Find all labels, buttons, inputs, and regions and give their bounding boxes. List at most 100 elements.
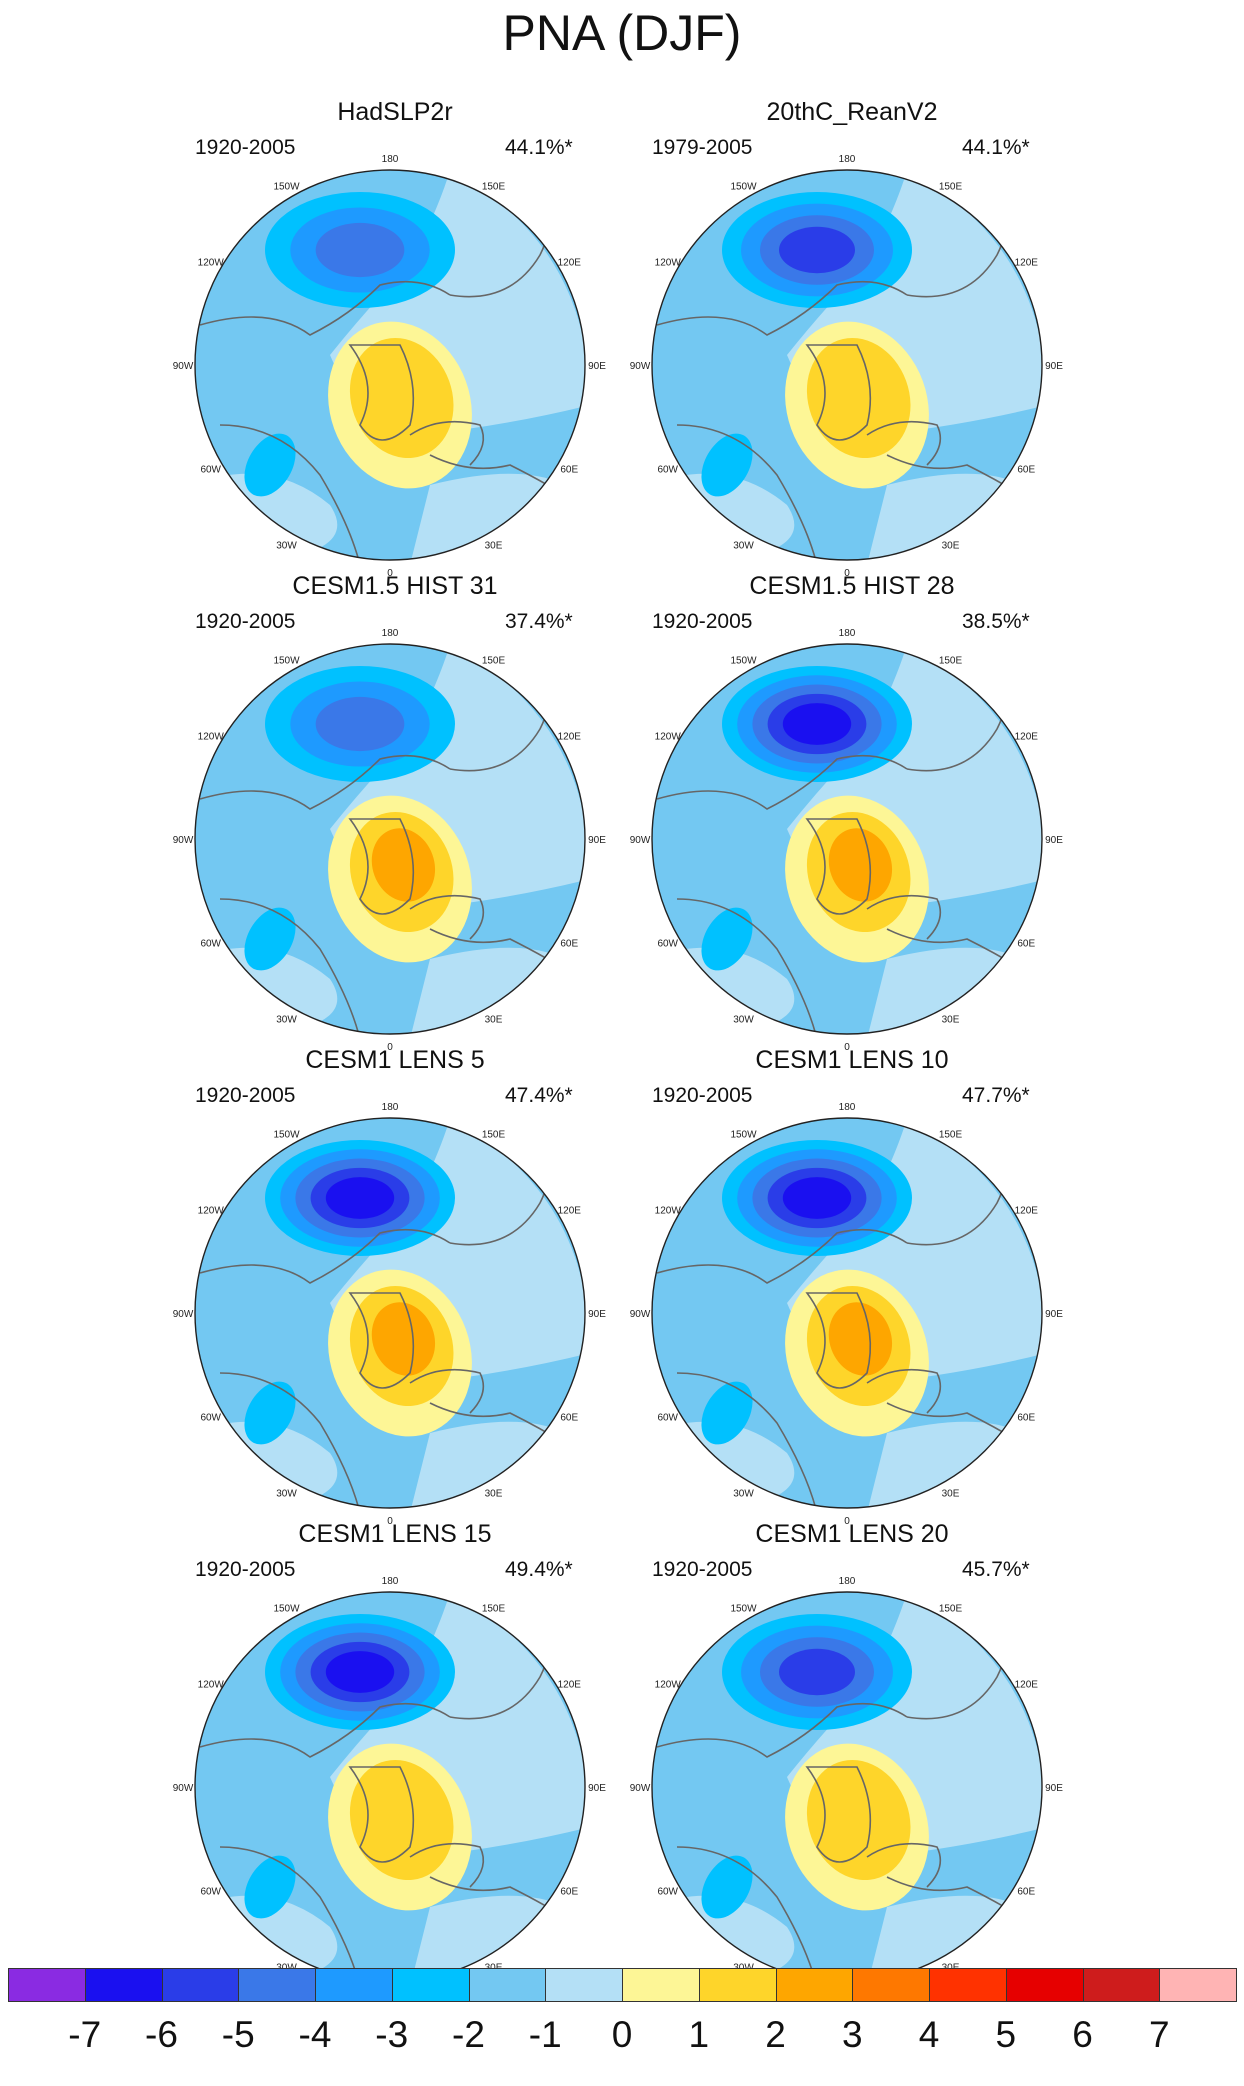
longitude-label: 120W bbox=[198, 1206, 225, 1217]
panel-period: 1920-2005 bbox=[195, 1084, 296, 1107]
colorbar-tick-label: 6 bbox=[1072, 2014, 1093, 2055]
coastline bbox=[656, 280, 908, 336]
positive-anomaly-region bbox=[410, 1421, 585, 1508]
longitude-label: 150E bbox=[482, 656, 506, 667]
anomaly-field bbox=[195, 1118, 585, 1508]
longitude-label: 180 bbox=[839, 1576, 856, 1587]
coastline bbox=[199, 1702, 451, 1758]
coastline bbox=[676, 1372, 818, 1508]
panel-variance: 47.7%* bbox=[962, 1084, 1030, 1107]
longitude-label: 30E bbox=[485, 1014, 503, 1025]
longitude-label: 0 bbox=[844, 1042, 850, 1053]
coastline bbox=[219, 898, 361, 1034]
coastline bbox=[866, 420, 942, 466]
longitude-label: 60E bbox=[1017, 1887, 1035, 1898]
longitude-label: 120W bbox=[198, 732, 225, 743]
longitude-label: 30W bbox=[276, 1962, 297, 1973]
colorbar-tick-label: -5 bbox=[221, 2014, 255, 2055]
coastline bbox=[199, 754, 451, 810]
colorbar-tick-label: 3 bbox=[841, 2014, 863, 2055]
negative-contour bbox=[701, 907, 753, 971]
coastline bbox=[348, 1766, 415, 1863]
positive-contour bbox=[828, 828, 893, 902]
panel-title: CESM1 LENS 15 bbox=[298, 1520, 492, 1548]
longitude-label: 60E bbox=[560, 1887, 578, 1898]
coastline bbox=[199, 280, 451, 336]
map-border bbox=[651, 643, 1043, 1035]
colorbar: -7 -6 -5 -4 -3 -2 -1 0 1 2 3 4 5 6 7 bbox=[8, 1968, 1237, 2078]
longitude-label: 60W bbox=[657, 1887, 678, 1898]
map-border bbox=[651, 1117, 1043, 1509]
longitude-label: 30E bbox=[485, 540, 503, 551]
polar-map: 180 150E 120E 90E 60E 30E 0 30W 60W 90W 120W 150W bbox=[173, 1102, 607, 1527]
colorbar-tick-label: 2 bbox=[765, 2014, 786, 2055]
panel-title: CESM1 LENS 20 bbox=[755, 1520, 949, 1548]
colorbar-tick-label: -6 bbox=[145, 2014, 178, 2055]
positive-anomaly-region bbox=[410, 947, 585, 1034]
colorbar-swatch bbox=[315, 1968, 393, 2002]
anomaly-field bbox=[652, 1592, 1042, 1982]
longitude-label: 30E bbox=[485, 1488, 503, 1499]
panel-period: 1920-2005 bbox=[195, 136, 296, 159]
negative-contour bbox=[244, 433, 296, 497]
longitude-label: 0 bbox=[387, 1042, 393, 1053]
positive-contour bbox=[349, 1759, 454, 1881]
negative-contour bbox=[315, 222, 405, 278]
colorbar-swatch bbox=[238, 1968, 316, 2002]
colorbar-swatch bbox=[8, 1968, 86, 2002]
longitude-label: 60E bbox=[560, 465, 578, 476]
longitude-label: 180 bbox=[382, 1576, 399, 1587]
positive-contour bbox=[806, 1759, 911, 1881]
polar-map: 180 150E 120E 90E 60E 30E 0 30W 60W 90W 120W 150W bbox=[173, 628, 607, 1053]
longitude-label: 120W bbox=[198, 258, 225, 269]
longitude-label: 90W bbox=[173, 1783, 194, 1794]
colorbar-tick-label: 1 bbox=[688, 2014, 710, 2055]
positive-anomaly-region bbox=[867, 473, 1042, 560]
panel-title: CESM1.5 HIST 28 bbox=[749, 572, 955, 600]
negative-contour bbox=[701, 433, 753, 497]
longitude-label: 0 bbox=[844, 1516, 850, 1527]
polar-map: 180 150E 120E 90E 60E 30E 0 30W 60W 90W 120W 150W bbox=[630, 628, 1064, 1053]
longitude-label: 120E bbox=[558, 732, 582, 743]
polar-map: 180 150E 120E 90E 60E 30E 0 30W 60W 90W 120W 150W bbox=[173, 154, 607, 579]
coastline bbox=[656, 1228, 908, 1284]
longitude-label: 60W bbox=[200, 1887, 221, 1898]
panel-period: 1920-2005 bbox=[195, 610, 296, 633]
longitude-label: 60W bbox=[657, 465, 678, 476]
longitude-label: 90W bbox=[173, 1309, 194, 1320]
colorbar-tick-label: 7 bbox=[1148, 2014, 1170, 2055]
colorbar-swatch bbox=[84, 1968, 163, 2002]
coastline bbox=[805, 344, 872, 441]
map-panel: 20thC_ReanV2 1979-2005 44.1%* 180 150E 120E 90… bbox=[630, 98, 1112, 579]
longitude-label: 150W bbox=[273, 1604, 300, 1615]
map-panel: CESM1 LENS 15 1920-2005 49.4%* 180 150E 120E 9… bbox=[173, 1520, 655, 2001]
map-border bbox=[194, 643, 586, 1035]
colorbar-tick-label: 5 bbox=[995, 2014, 1017, 2055]
colorbar-swatch bbox=[391, 1968, 470, 2002]
longitude-label: 120E bbox=[1015, 1206, 1039, 1217]
longitude-label: 90W bbox=[630, 1783, 651, 1794]
colorbar-tick-label: -7 bbox=[68, 2014, 102, 2055]
longitude-label: 150W bbox=[730, 1130, 757, 1141]
anomaly-field bbox=[195, 644, 585, 1034]
map-border bbox=[651, 169, 1043, 561]
longitude-label: 180 bbox=[382, 1102, 399, 1113]
panel-variance: 47.4%* bbox=[505, 1084, 573, 1107]
colorbar-tick-label: -2 bbox=[452, 2014, 485, 2055]
positive-contour bbox=[349, 337, 454, 459]
longitude-label: 180 bbox=[382, 628, 399, 639]
coastline bbox=[348, 1292, 415, 1389]
longitude-label: 150E bbox=[939, 656, 963, 667]
longitude-label: 90W bbox=[630, 361, 651, 372]
longitude-label: 150W bbox=[273, 182, 300, 193]
longitude-label: 30W bbox=[276, 1488, 297, 1499]
coastline bbox=[348, 818, 415, 915]
negative-contour bbox=[782, 703, 852, 745]
longitude-label: 30E bbox=[942, 1488, 960, 1499]
longitude-label: 150W bbox=[273, 1130, 300, 1141]
colorbar-tick-label: 4 bbox=[918, 2014, 940, 2055]
panel-title: HadSLP2r bbox=[337, 98, 453, 126]
negative-contour bbox=[782, 1177, 852, 1219]
longitude-label: 60E bbox=[560, 1413, 578, 1424]
panel-variance: 49.4%* bbox=[505, 1558, 573, 1581]
